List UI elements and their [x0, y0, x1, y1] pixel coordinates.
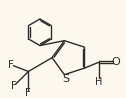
Text: S: S	[62, 74, 69, 84]
Text: H: H	[95, 77, 102, 87]
Text: F: F	[11, 81, 17, 91]
Text: F: F	[8, 60, 14, 70]
Text: O: O	[111, 57, 120, 67]
Text: F: F	[25, 88, 31, 98]
